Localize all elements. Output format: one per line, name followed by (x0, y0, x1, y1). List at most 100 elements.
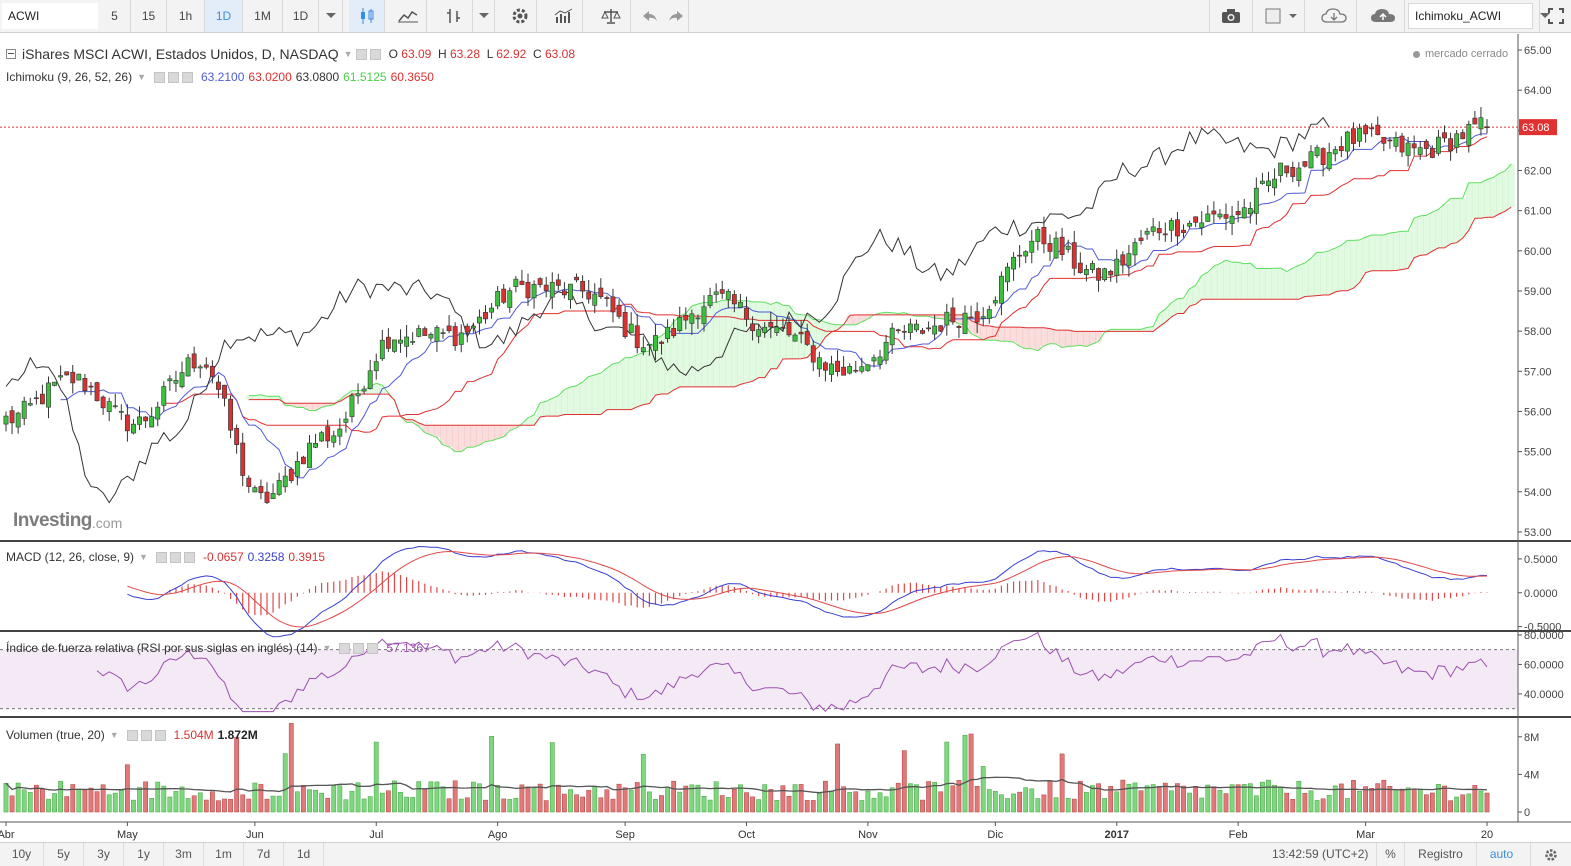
candle-body (1029, 240, 1035, 253)
interval-custom-button[interactable]: 1D (283, 0, 319, 32)
volume-bar (1266, 779, 1271, 813)
range-3m[interactable]: 3m (164, 843, 204, 866)
volume-bar (647, 791, 652, 813)
color-picker-button[interactable] (1259, 0, 1305, 32)
volume-bar (1411, 789, 1417, 813)
candle-body (592, 293, 598, 306)
save-layout-button[interactable] (1361, 0, 1405, 32)
volume-bar (191, 795, 197, 813)
symbol-input[interactable] (2, 3, 98, 29)
range-1y[interactable]: 1y (124, 843, 164, 866)
cloud-segment (518, 423, 526, 426)
indicators-button[interactable] (545, 0, 583, 32)
chikou-span-line (5, 116, 1330, 504)
candle-body (798, 331, 804, 335)
range-5y[interactable]: 5y (44, 843, 84, 866)
redo-button[interactable] (663, 0, 689, 32)
cloud-segment (713, 302, 720, 387)
volume-bar (434, 781, 440, 813)
cloud-segment (1229, 262, 1236, 300)
volume-bar (938, 791, 944, 813)
load-layout-button[interactable] (1311, 0, 1357, 32)
settings-icon[interactable] (155, 551, 167, 563)
candlestick-icon (360, 8, 373, 24)
candle-body (986, 309, 992, 319)
volume-bar (470, 781, 476, 813)
undo-button[interactable] (637, 0, 663, 32)
range-7d[interactable]: 7d (244, 843, 284, 866)
chevron-down-icon[interactable]: ▼ (139, 552, 148, 562)
candle-body (847, 365, 853, 374)
candle-body (373, 361, 379, 372)
fullscreen-button[interactable] (1539, 0, 1571, 32)
volume-bar (331, 785, 337, 813)
interval-dropdown[interactable] (319, 0, 343, 32)
range-1d[interactable]: 1d (284, 843, 324, 866)
candles-button[interactable] (349, 0, 385, 32)
visibility-icon[interactable] (140, 729, 152, 741)
interval-1d-button[interactable]: 1D (205, 0, 243, 32)
visibility-icon[interactable] (353, 642, 365, 654)
chevron-down-icon[interactable]: ▼ (322, 643, 332, 653)
candle-body (307, 442, 312, 468)
chart-type-dropdown[interactable] (473, 0, 495, 32)
range-label: 3m (175, 847, 192, 861)
close-icon[interactable] (182, 71, 193, 83)
line-chart-button[interactable] (389, 0, 427, 32)
volume-bar (1351, 780, 1356, 813)
range-10y[interactable]: 10y (0, 843, 44, 866)
collapse-pane-icon[interactable] (6, 49, 16, 59)
chevron-down-icon[interactable]: ▼ (343, 49, 353, 59)
settings-icon[interactable] (339, 642, 351, 654)
cloud-segment (634, 354, 641, 407)
log-scale-toggle[interactable]: Registro (1404, 843, 1476, 866)
compare-button[interactable] (591, 0, 631, 32)
interval-1m-button[interactable]: 1M (243, 0, 283, 32)
settings-icon[interactable] (154, 71, 165, 83)
range-3y[interactable]: 3y (84, 843, 124, 866)
cloud-segment (1459, 198, 1467, 239)
screenshot-button[interactable] (1209, 0, 1253, 32)
chart-settings-button[interactable] (1530, 843, 1571, 866)
volume-bar (750, 796, 755, 813)
candle-body (713, 291, 719, 295)
cloud-segment (919, 314, 927, 317)
macd-tick-label: 0.5000 (1524, 554, 1558, 566)
price-tick-label: 56.00 (1524, 406, 1552, 418)
template-select[interactable]: Ichimoku_ACWI (1408, 3, 1533, 29)
candle-body (325, 426, 331, 442)
candle-body (313, 443, 318, 448)
percent-toggle[interactable]: % (1376, 843, 1404, 866)
template-dropdown[interactable] (1535, 0, 1555, 32)
interval-1h-button[interactable]: 1h (167, 0, 205, 32)
candle-body (106, 401, 112, 413)
price-tick-label: 57.00 (1524, 366, 1552, 378)
visibility-icon[interactable] (369, 48, 381, 60)
candle-body (999, 275, 1004, 304)
interval-15-button[interactable]: 15 (131, 0, 167, 32)
visibility-icon[interactable] (169, 551, 181, 563)
range-label: 10y (11, 847, 32, 861)
cloud-segment (622, 357, 629, 410)
settings-icon[interactable] (126, 729, 138, 741)
volume-bar (27, 792, 33, 813)
close-icon[interactable] (367, 642, 379, 654)
close-icon[interactable] (183, 551, 195, 563)
range-1m[interactable]: 1m (204, 843, 244, 866)
chevron-down-icon[interactable]: ▼ (109, 730, 119, 740)
auto-scale-toggle[interactable]: auto (1476, 843, 1526, 866)
settings-button[interactable] (503, 0, 537, 32)
price-tick-label: 65.00 (1524, 45, 1552, 57)
chart-canvas[interactable]: 65.0064.0063.0062.0061.0060.0059.0058.00… (0, 34, 1571, 842)
volume-bar (428, 781, 434, 813)
visibility-icon[interactable] (168, 71, 179, 83)
settings-icon[interactable] (355, 48, 367, 60)
candle-body (1253, 187, 1259, 214)
macd-hist-value: -0.0657 (202, 550, 244, 564)
close-icon[interactable] (154, 729, 166, 741)
chevron-down-icon[interactable]: ▼ (137, 72, 146, 82)
interval-5-button[interactable]: 5 (99, 0, 131, 32)
bars-button[interactable] (435, 0, 473, 32)
candle-body (519, 280, 525, 285)
investing-logo: Investing .com (13, 510, 122, 532)
